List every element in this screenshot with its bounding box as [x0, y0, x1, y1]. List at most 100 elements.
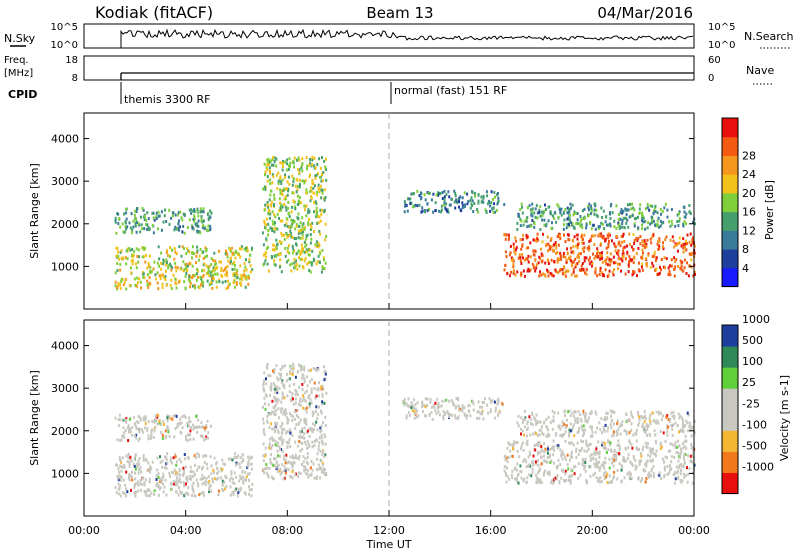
- scatter-cell: [677, 265, 680, 268]
- scatter-cell: [184, 287, 187, 291]
- scatter-cell: [530, 211, 533, 215]
- scatter-cell: [213, 456, 216, 460]
- time-x-axis: 00:00 04:00 08:00 12:00 16:00 20:00 00:00: [68, 303, 710, 537]
- scatter-cell: [281, 168, 284, 172]
- scatter-cell: [609, 409, 612, 413]
- scatter-cell: [631, 415, 634, 419]
- scatter-cell: [279, 208, 282, 212]
- scatter-cell: [290, 235, 293, 239]
- scatter-cell: [282, 189, 285, 192]
- colorbar-segment: [722, 136, 738, 156]
- scatter-cell: [274, 457, 277, 461]
- scatter-cell: [596, 479, 599, 483]
- scatter-cell: [167, 430, 170, 434]
- scatter-cell: [119, 225, 122, 229]
- scatter-cell: [122, 283, 125, 287]
- scatter-cell: [293, 461, 296, 465]
- scatter-cell: [616, 422, 619, 425]
- scatter-cell: [315, 477, 318, 481]
- scatter-cell: [185, 482, 187, 486]
- scatter-cell: [169, 474, 172, 478]
- scatter-cell: [650, 448, 653, 452]
- scatter-cell: [279, 176, 281, 180]
- scatter-cell: [506, 460, 509, 464]
- scatter-cell: [526, 422, 529, 426]
- scatter-cell: [225, 476, 228, 480]
- scatter-cell: [536, 459, 539, 463]
- scatter-cell: [127, 452, 130, 456]
- scatter-cell: [128, 475, 131, 478]
- scatter-cell: [516, 468, 518, 472]
- scatter-cell: [137, 438, 140, 442]
- scatter-cell: [571, 222, 574, 226]
- scatter-cell: [540, 252, 543, 256]
- scatter-cell: [410, 192, 413, 196]
- scatter-cell: [678, 430, 681, 434]
- scatter-cell: [618, 241, 620, 245]
- scatter-cell: [157, 485, 160, 489]
- scatter-cell: [411, 409, 414, 413]
- scatter-cell: [274, 387, 277, 391]
- scatter-cell: [283, 386, 286, 390]
- scatter-cell: [201, 467, 203, 471]
- scatter-cell: [194, 463, 196, 467]
- scatter-cell: [602, 428, 605, 432]
- scatter-cell: [287, 430, 290, 433]
- scatter-cell: [572, 260, 575, 264]
- scatter-cell: [316, 221, 319, 225]
- scatter-cell: [649, 419, 652, 423]
- scatter-cell: [167, 427, 170, 431]
- scatter-cell: [663, 465, 666, 469]
- scatter-cell: [535, 462, 538, 466]
- scatter-cell: [620, 479, 623, 483]
- scatter-cell: [506, 466, 508, 470]
- scatter-cell: [321, 436, 324, 440]
- scatter-cell: [512, 440, 515, 444]
- scatter-cell: [297, 199, 300, 203]
- scatter-cell: [655, 441, 657, 445]
- scatter-cell: [271, 181, 274, 185]
- scatter-cell: [685, 447, 688, 451]
- scatter-cell: [148, 480, 151, 484]
- scatter-cell: [655, 421, 658, 425]
- scatter-cell: [646, 428, 649, 431]
- scatter-cell: [309, 223, 312, 227]
- scatter-cell: [660, 212, 662, 216]
- scatter-cell: [586, 419, 589, 423]
- scatter-cell: [595, 451, 598, 455]
- scatter-cell: [169, 255, 172, 259]
- scatter-cell: [323, 468, 326, 472]
- scatter-cell: [568, 207, 571, 211]
- scatter-cell: [467, 409, 470, 413]
- scatter-cell: [305, 191, 308, 195]
- scatter-cell: [601, 443, 604, 447]
- scatter-cell: [196, 229, 199, 233]
- scatter-cell: [290, 414, 293, 417]
- scatter-cell: [416, 409, 418, 413]
- cpid-label: CPID: [8, 88, 37, 101]
- scatter-cell: [305, 410, 308, 414]
- scatter-cell: [284, 173, 286, 177]
- scatter-cell: [291, 391, 294, 395]
- scatter-cell: [658, 247, 661, 251]
- scatter-cell: [686, 242, 689, 246]
- scatter-cell: [643, 242, 646, 246]
- scatter-cell: [182, 480, 185, 484]
- scatter-cell: [587, 258, 590, 262]
- scatter-cell: [271, 369, 274, 373]
- scatter-cell: [509, 251, 512, 255]
- scatter-cell: [531, 262, 534, 266]
- scatter-cell: [147, 228, 150, 232]
- scatter-cell: [306, 262, 309, 266]
- colorbar-tick-label: 28: [742, 149, 756, 162]
- scatter-cell: [612, 261, 615, 265]
- scatter-cell: [663, 475, 666, 479]
- scatter-cell: [142, 255, 145, 259]
- scatter-cell: [507, 441, 510, 445]
- scatter-cell: [129, 226, 132, 230]
- scatter-cell: [123, 230, 126, 234]
- scatter-cell: [694, 273, 696, 276]
- scatter-cell: [295, 390, 298, 393]
- scatter-cell: [280, 410, 283, 414]
- scatter-cell: [651, 411, 654, 415]
